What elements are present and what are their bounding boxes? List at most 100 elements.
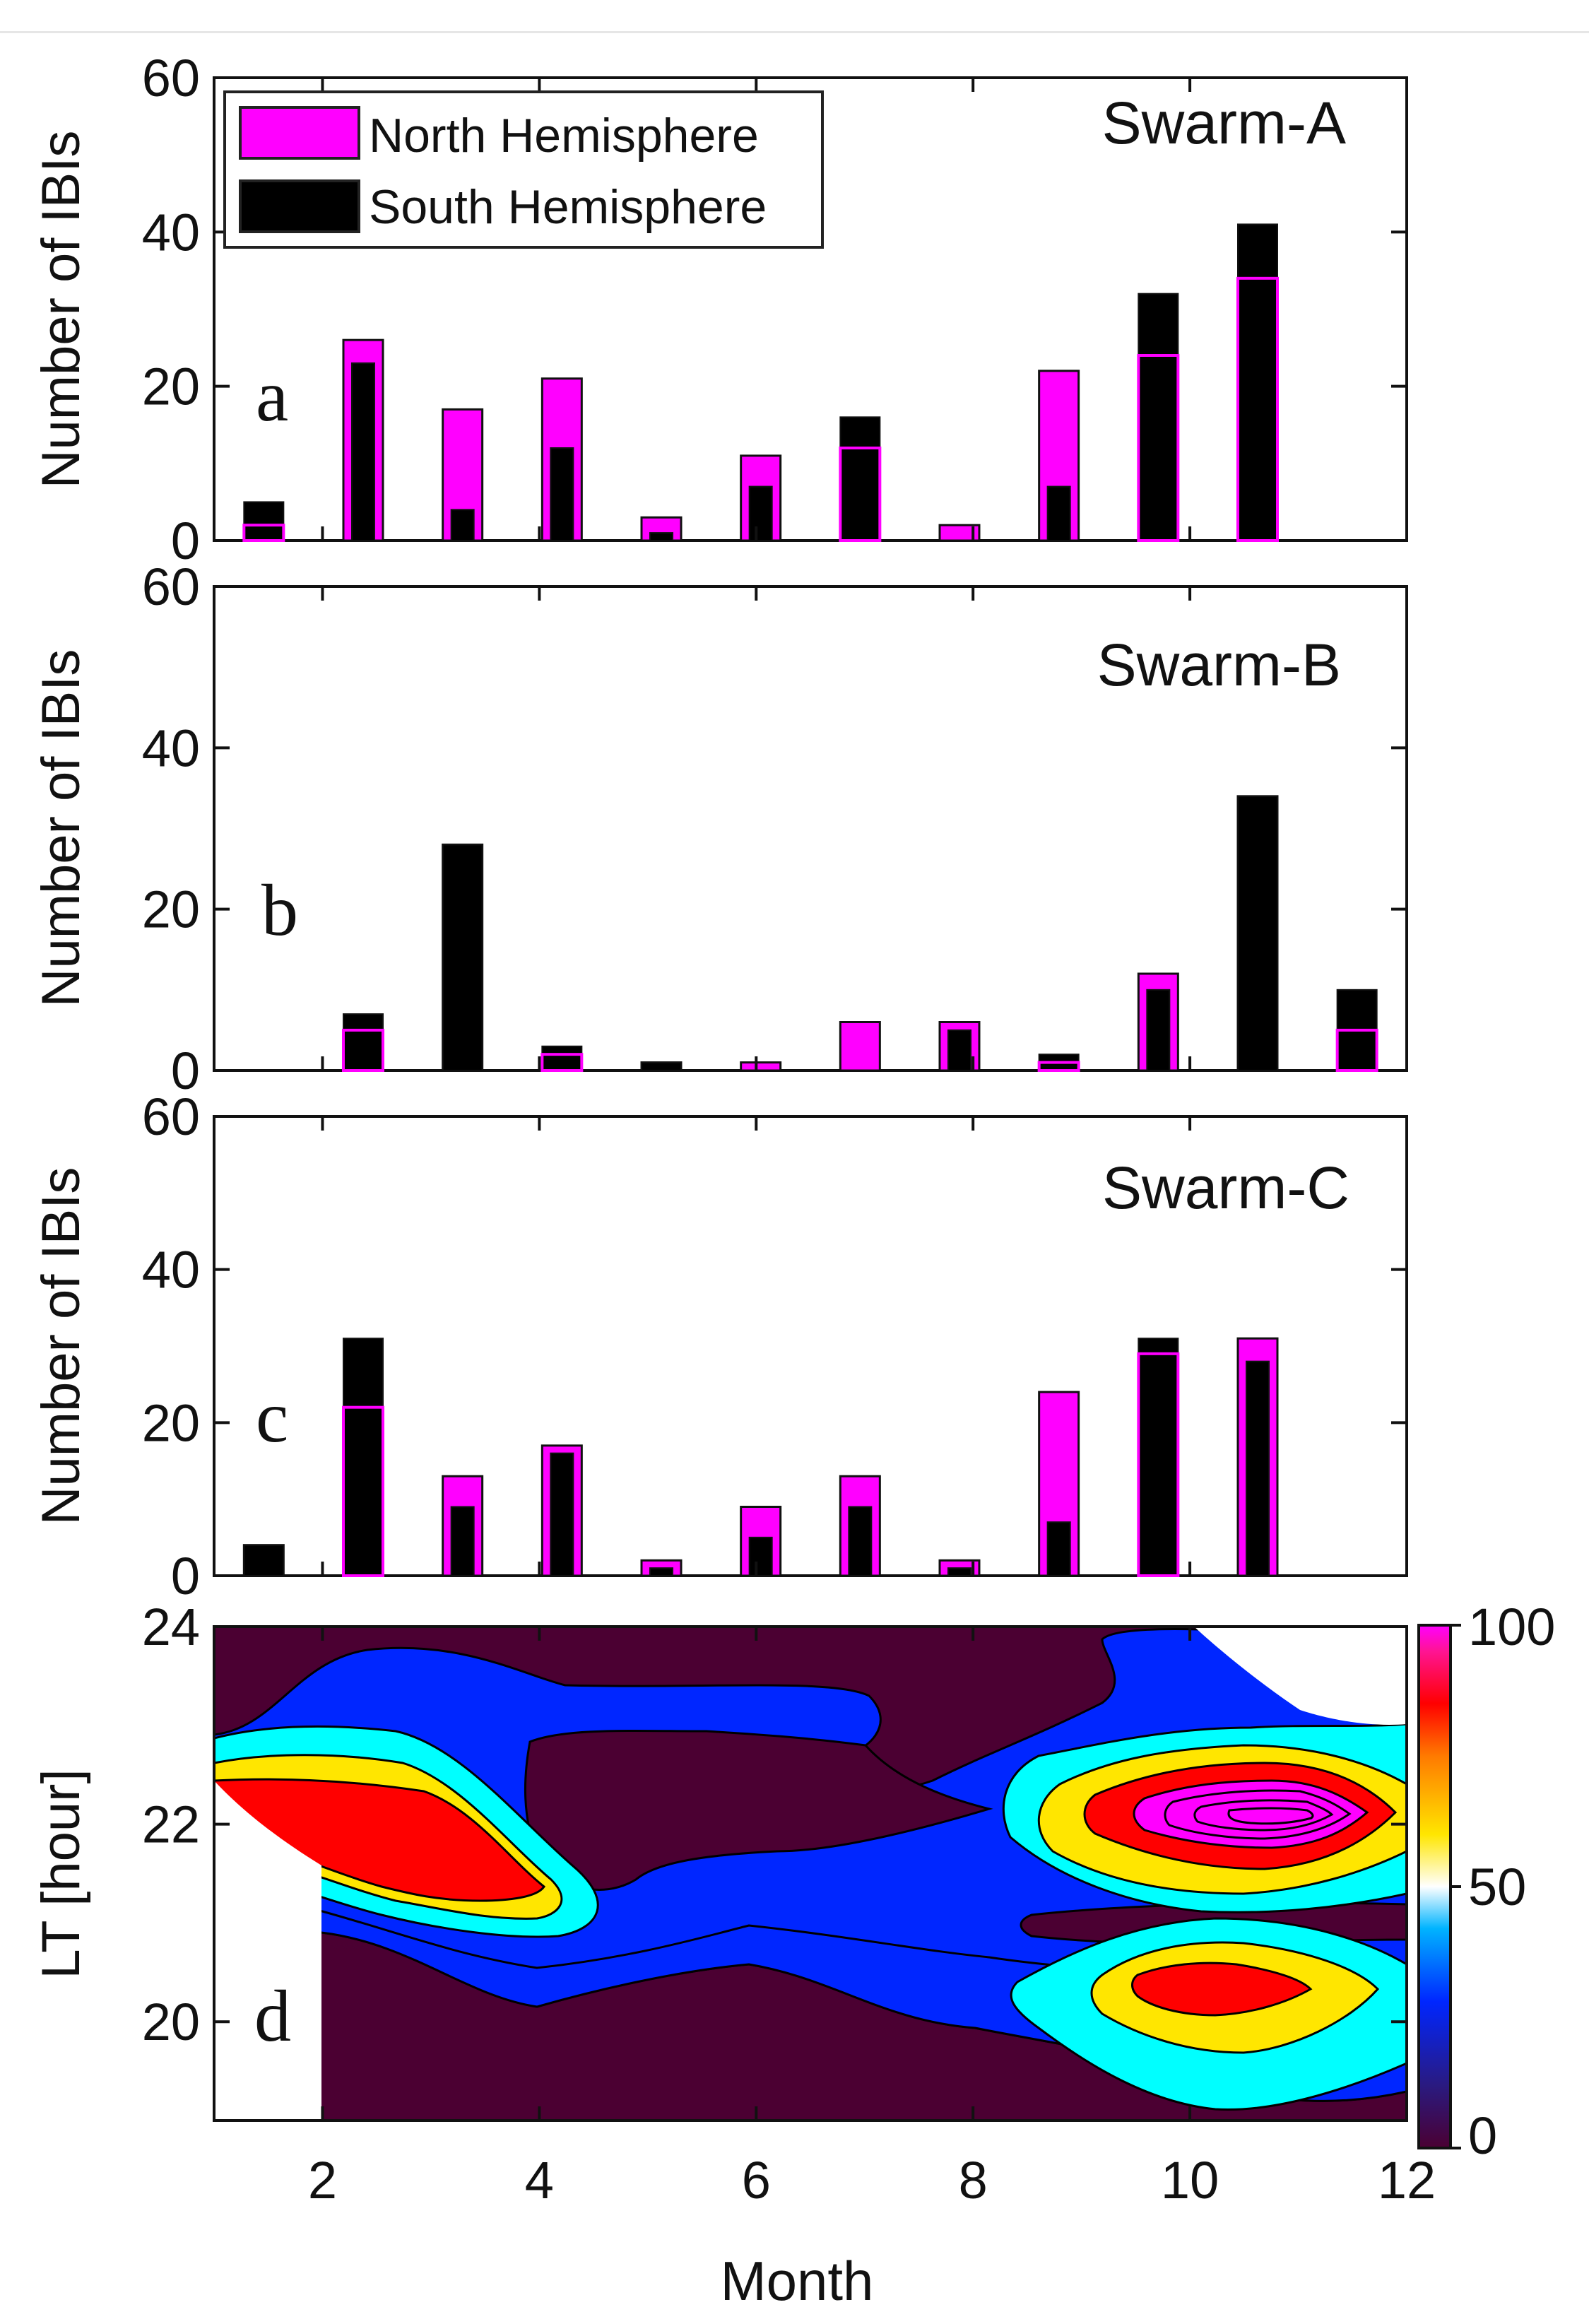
bar-south-c-10 xyxy=(1138,1338,1179,1576)
xtick-label-d-2: 2 xyxy=(308,2151,337,2210)
panel-d-xticks: 2 4 6 8 10 12 xyxy=(308,1627,1436,2210)
bar-north-rim-b-2 xyxy=(342,1028,384,1072)
bar-north-rim-b-9 xyxy=(1037,1061,1080,1073)
panel-d-frame xyxy=(213,1625,1408,2122)
panel-d-ylabel: LT [hour] xyxy=(31,1769,91,1978)
xtick-label-d-10: 10 xyxy=(1161,2151,1219,2210)
ytick-label-a-60: 60 xyxy=(142,49,200,107)
bar-south-b-8 xyxy=(947,1029,971,1071)
ytick-label-d-20: 20 xyxy=(142,1993,200,2051)
xtick-label-d-6: 6 xyxy=(742,2151,771,2210)
xtick-label-d-8: 8 xyxy=(959,2151,988,2210)
panel-c-letter: c xyxy=(256,1376,288,1458)
contour-red-left xyxy=(214,1778,546,1902)
panel-b-letter: b xyxy=(261,870,298,951)
panel-b-yticks: 0 20 40 60 xyxy=(142,558,1407,1100)
panel-d-letter: d xyxy=(254,1976,291,2057)
panel-b-frame xyxy=(213,585,1408,1072)
legend-north-swatch xyxy=(239,106,360,160)
bar-north-rim-a-1 xyxy=(242,524,285,543)
ytick-label-b-20: 20 xyxy=(142,880,200,939)
bar-south-c-9 xyxy=(1046,1521,1071,1577)
panel-c: 0 20 40 60 Swarm-C c Number of IBIs xyxy=(31,1087,1408,1605)
bar-south-a-6 xyxy=(748,485,773,541)
panel-c-ylabel: Number of IBIs xyxy=(31,1167,91,1526)
panel-a-letter: a xyxy=(256,355,288,437)
panel-a-xticks xyxy=(321,78,1408,541)
bar-south-a-9 xyxy=(1046,485,1071,541)
bar-north-rim-a-7 xyxy=(839,447,882,542)
bar-south-a-4 xyxy=(550,447,574,541)
bar-south-b-4 xyxy=(541,1045,583,1071)
panel-d-yticks: 20 22 24 xyxy=(142,1598,1407,2051)
bar-south-b-3 xyxy=(442,844,483,1072)
ytick-label-a-40: 40 xyxy=(142,203,200,261)
ytick-label-d-24: 24 xyxy=(142,1598,200,1656)
bar-south-b-11 xyxy=(1237,795,1278,1072)
bar-south-c-3 xyxy=(450,1506,475,1576)
bar-south-b-2 xyxy=(343,1013,384,1072)
bar-north-b-6 xyxy=(740,1061,782,1072)
bar-south-c-5 xyxy=(649,1567,673,1577)
ytick-label-c-60: 60 xyxy=(142,1087,200,1146)
contour-field xyxy=(214,1627,1407,2120)
bar-south-c-8 xyxy=(947,1567,971,1577)
bar-south-a-2 xyxy=(351,362,375,542)
bar-north-a-8 xyxy=(938,524,981,542)
ytick-label-c-0: 0 xyxy=(171,1547,200,1605)
ytick-label-b-0: 0 xyxy=(171,1042,200,1100)
bar-north-rim-a-10 xyxy=(1137,354,1180,542)
ytick-label-a-20: 20 xyxy=(142,358,200,416)
ytick-label-c-40: 40 xyxy=(142,1241,200,1299)
bar-south-c-7 xyxy=(848,1506,873,1576)
contour-white-left xyxy=(214,1781,321,2120)
bar-north-rim-b-4 xyxy=(541,1053,584,1072)
colorbar-tick-label-0: 0 xyxy=(1468,2106,1497,2165)
panel-c-frame xyxy=(213,1115,1408,1577)
ytick-label-d-22: 22 xyxy=(142,1795,200,1854)
xtick-label-d-4: 4 xyxy=(525,2151,554,2210)
bar-north-rim-c-2 xyxy=(342,1405,384,1577)
contour-pink-ring-2 xyxy=(1193,1799,1334,1832)
bar-north-rim-c-10 xyxy=(1137,1352,1180,1578)
bar-south-c-4 xyxy=(550,1452,574,1577)
bar-south-a-7 xyxy=(839,416,881,541)
panel-c-title: Swarm-C xyxy=(1102,1155,1349,1221)
panel-b-title: Swarm-B xyxy=(1097,632,1341,698)
contour-pink-ring-1 xyxy=(1164,1789,1352,1840)
panel-c-xticks xyxy=(321,1116,1408,1576)
bar-north-rim-b-12 xyxy=(1335,1028,1378,1072)
colorbar-tick-label-100: 100 xyxy=(1468,1598,1555,1656)
panel-a-bars xyxy=(242,223,1279,543)
bar-south-c-6 xyxy=(748,1536,773,1576)
colorbar-ticks: 0 50 100 xyxy=(1451,1598,1555,2165)
x-axis-label: Month xyxy=(721,2250,874,2312)
colorbar-tick-label-50: 50 xyxy=(1468,1858,1526,1916)
bar-south-a-10 xyxy=(1138,293,1179,541)
page-top-bar xyxy=(0,0,1589,33)
panel-b: 0 20 40 60 Swarm-B b Number of IBIs xyxy=(31,558,1408,1100)
ytick-label-b-60: 60 xyxy=(142,558,200,616)
panel-c-bars xyxy=(242,1337,1279,1578)
colorbar xyxy=(1417,1624,1452,2149)
panel-b-ylabel: Number of IBIs xyxy=(31,649,91,1008)
bar-south-c-1 xyxy=(243,1544,285,1577)
bar-south-c-11 xyxy=(1246,1360,1270,1576)
legend-north-label: North Hemisphere xyxy=(369,109,759,163)
bar-south-a-5 xyxy=(649,532,673,541)
panel-b-bars xyxy=(342,795,1378,1073)
ytick-label-a-0: 0 xyxy=(171,512,200,570)
contour-white-top-right xyxy=(1194,1627,1407,1725)
bar-south-b-10 xyxy=(1146,989,1171,1072)
contour-red-right-lower xyxy=(1131,1962,1313,2017)
panel-a-yticks: 0 20 40 60 xyxy=(142,49,1407,570)
panel-c-yticks: 0 20 40 60 xyxy=(142,1087,1407,1605)
ytick-label-c-20: 20 xyxy=(142,1393,200,1452)
ytick-label-b-40: 40 xyxy=(142,719,200,777)
bar-south-a-11 xyxy=(1237,223,1278,541)
panel-a-ylabel: Number of IBIs xyxy=(31,131,91,489)
legend-south-label: South Hemisphere xyxy=(369,180,767,234)
panel-b-xticks xyxy=(321,586,1408,1070)
